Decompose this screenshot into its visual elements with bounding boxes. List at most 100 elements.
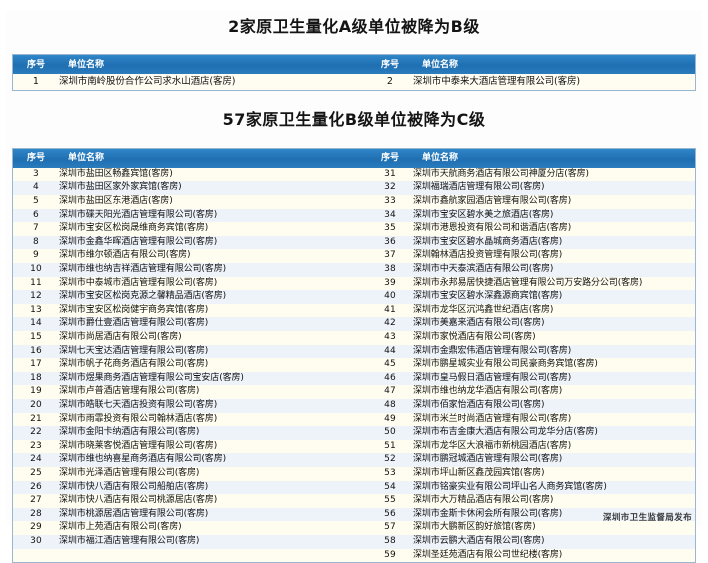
cell-seq-right: 41 — [367, 303, 413, 318]
cell-name-left: 深圳市维尔顿酒店有限公司(客房) — [59, 249, 367, 264]
table-row: 22 深圳市金阳卡纳酒店有限公司(客房) 50 深圳市布吉金康大酒店有限公司龙华分店(… — [13, 426, 695, 440]
cell-name-left: 深圳市快八酒店有限公司船舶店(客房) — [59, 480, 367, 495]
cell-seq-right: 59 — [367, 548, 413, 563]
table-row: 11 深圳市中泰城市酒店管理有限公司(客房) 39 深圳市永邦易居快捷酒店管理有限公司… — [13, 276, 695, 291]
cell-seq-right: 31 — [367, 167, 413, 182]
cell-seq-left: 13 — [13, 303, 59, 318]
cell-name-left: 深圳市宝安区松岗克源之馨精品酒店(客房) — [59, 290, 367, 304]
cell-name-right: 深圳福瑞酒店管理有限公司(客房) — [413, 181, 695, 196]
table-row: 8 深圳市金鑫华晖酒店管理有限公司(客房) 36 深圳市宝安区碧水晶城商务酒店(客房) — [13, 235, 695, 250]
cell-seq-left: 30 — [13, 534, 59, 549]
header-name-right: 单位名称 — [413, 148, 695, 168]
table-row: 9 深圳市维尔顿酒店有限公司(客房) 37 深圳翰林酒店投资管理有限公司(客房) — [13, 249, 695, 264]
cell-name-left: 深圳市皓联七天酒店投资有限公司(客房) — [59, 398, 367, 413]
cell-name-left: 深圳市福江酒店管理有限公司(客房) — [59, 534, 367, 549]
cell-name-right: 深圳市布吉金康大酒店有限公司龙华分店(客房) — [413, 426, 695, 440]
cell-seq-left: 19 — [13, 385, 59, 399]
publisher-footer: 深圳市卫生监督局发布 — [602, 512, 692, 523]
table-row: 16 深圳七天宝达酒店管理有限公司(客房) 44 深圳市金鼎宏伟酒店管理有限公司(客房… — [13, 344, 695, 359]
cell-name-right: 深圳市宝安区碧水美之旅酒店(客房) — [413, 208, 695, 223]
cell-seq-right: 35 — [367, 222, 413, 236]
cell-seq-left: 8 — [13, 235, 59, 250]
cell-name-left: 深圳市煜果商务酒店管理有限公司宝安店(客房) — [59, 371, 367, 386]
table-row: 24 深圳市维也纳喜星商务酒店有限公司(客房) 52 深圳市鹏冠城酒店管理有限公司(客… — [13, 453, 695, 467]
cell-name-right: 深圳市天航商务酒店有限公司神厦分店(客房) — [413, 167, 695, 182]
table-row: 17 深圳市帆子花商务酒店有限公司(客房) 45 深圳市鹏星城实业有限公司民豪商务宾馆… — [13, 358, 695, 372]
cell-seq-right: 46 — [367, 371, 413, 386]
header-name-left: 单位名称 — [59, 148, 367, 168]
cell-seq-left: 14 — [13, 317, 59, 331]
page-right-margin — [702, 10, 708, 526]
header-seq-left: 序号 — [13, 55, 59, 75]
header-seq-right: 序号 — [367, 148, 413, 168]
cell-name-right: 深圳市永邦易居快捷酒店管理有限公司万安路分公司(客房) — [413, 276, 695, 291]
table-header-row: 序号 单位名称 序号 单位名称 — [13, 148, 695, 168]
table-row: 13 深圳市宝安区松岗健宇商务宾馆(客房) 41 深圳市龙华区沉鸿鑫世纪酒店(客房) — [13, 303, 695, 318]
cell-name-right: 深圳市家悦酒店有限公司(客房) — [413, 331, 695, 345]
section-a-title: 2家原卫生量化A级单位被降为B级 — [228, 16, 480, 36]
cell-seq-left: 27 — [13, 494, 59, 508]
cell-seq-right: 45 — [367, 358, 413, 372]
cell-name-left: 深圳市盐田区畅鑫宾馆(客房) — [59, 167, 367, 182]
cell-seq-right: 47 — [367, 385, 413, 399]
cell-name-right: 深圳市米兰时尚酒店管理有限公司(客房) — [413, 412, 695, 427]
cell-seq-left: 7 — [13, 222, 59, 236]
cell-seq-left: 6 — [13, 208, 59, 223]
cell-seq-left: 26 — [13, 480, 59, 495]
cell-seq-left: 3 — [13, 167, 59, 182]
cell-seq-left — [13, 548, 59, 563]
cell-seq-right: 33 — [367, 195, 413, 209]
cell-name-right: 深圳市龙华区沉鸿鑫世纪酒店(客房) — [413, 303, 695, 318]
table-row: 12 深圳市宝安区松岗克源之馨精品酒店(客房) 40 深圳市宝安区碧水深鑫源商宾馆(客… — [13, 290, 695, 304]
cell-name-right: 深圳市港恩投资有限公司和谐酒店(客房) — [413, 222, 695, 236]
cell-seq-left: 12 — [13, 290, 59, 304]
cell-seq-right: 54 — [367, 480, 413, 495]
table-row: 1 深圳市南岭股份合作公司求水山酒店(客房) 2 深圳市中泰来大酒店管理有限公司(客房… — [13, 74, 695, 91]
cell-name-right: 深圳市大万精品酒店有限公司(客房) — [413, 494, 695, 508]
cell-seq-left: 23 — [13, 439, 59, 454]
header-name-right: 单位名称 — [413, 55, 695, 75]
cell-seq-left: 21 — [13, 412, 59, 427]
cell-name-left: 深圳市金鑫华晖酒店管理有限公司(客房) — [59, 235, 367, 250]
cell-name-left: 深圳市雨霏投资有限公司翰林酒店(客房) — [59, 412, 367, 427]
cell-name-right: 深圳圣廷苑酒店有限公司世纪楼(客房) — [413, 548, 695, 563]
table-row: 3 深圳市盐田区畅鑫宾馆(客房) 31 深圳市天航商务酒店有限公司神厦分店(客房) — [13, 167, 695, 182]
cell-seq-right: 42 — [367, 317, 413, 331]
cell-seq-right: 2 — [367, 74, 413, 91]
cell-name-right: 深圳市龙华区大浪福市新桃园酒店(客房) — [413, 439, 695, 454]
table-row: 21 深圳市雨霏投资有限公司翰林酒店(客房) 49 深圳市米兰时尚酒店管理有限公司(客… — [13, 412, 695, 427]
cell-name-left: 深圳市中泰城市酒店管理有限公司(客房) — [59, 276, 367, 291]
cell-name-left: 深圳市晓莱客悦酒店管理有限公司(客房) — [59, 439, 367, 454]
cell-seq-left: 25 — [13, 466, 59, 481]
cell-name-right: 深圳市中泰来大酒店管理有限公司(客房) — [413, 74, 695, 91]
cell-name-left: 深圳市快八酒店有限公司桃源居店(客房) — [59, 494, 367, 508]
cell-name-left: 深圳市光泽酒店管理有限公司(客房) — [59, 466, 367, 481]
cell-name-right: 深圳翰林酒店投资管理有限公司(客房) — [413, 249, 695, 264]
cell-seq-right: 32 — [367, 181, 413, 196]
cell-name-right: 深圳市佰家怡酒店有限公司(客房) — [413, 398, 695, 413]
cell-seq-left: 24 — [13, 453, 59, 467]
cell-name-left: 深圳市盐田区家外家宾馆(客房) — [59, 181, 367, 196]
cell-seq-left: 4 — [13, 181, 59, 196]
cell-name-right: 深圳市鹏星城实业有限公司民豪商务宾馆(客房) — [413, 358, 695, 372]
cell-seq-right: 34 — [367, 208, 413, 223]
cell-name-left: 深圳市南岭股份合作公司求水山酒店(客房) — [59, 74, 367, 91]
cell-name-right: 深圳市金鼎宏伟酒店管理有限公司(客房) — [413, 344, 695, 359]
page-left-margin — [0, 10, 6, 526]
table-row: 27 深圳市快八酒店有限公司桃源居店(客房) 55 深圳市大万精品酒店有限公司(客房) — [13, 494, 695, 508]
cell-name-right: 深圳市鹏冠城酒店管理有限公司(客房) — [413, 453, 695, 467]
table-row: 7 深圳市宝安区松岗晟维商务宾馆(客房) 35 深圳市港恩投资有限公司和谐酒店(客房) — [13, 222, 695, 236]
header-seq-left: 序号 — [13, 148, 59, 168]
section-b-table-head: 序号 单位名称 序号 单位名称 — [13, 148, 695, 168]
cell-name-right: 深圳市美嘉来酒店有限公司(客房) — [413, 317, 695, 331]
cell-name-left: 深圳市卢普酒店管理有限公司(客房) — [59, 385, 367, 399]
table-row: 59 深圳圣廷苑酒店有限公司世纪楼(客房) — [13, 548, 695, 563]
cell-seq-right: 58 — [367, 534, 413, 549]
table-row: 10 深圳市维也纳吉祥酒店管理有限公司(客房) 38 深圳市中天泰滨酒店有限公司(客房… — [13, 263, 695, 277]
table-row: 14 深圳市爵仕壹酒店管理有限公司(客房) 42 深圳市美嘉来酒店有限公司(客房) — [13, 317, 695, 331]
cell-seq-left: 15 — [13, 331, 59, 345]
cell-name-left: 深圳市帆子花商务酒店有限公司(客房) — [59, 358, 367, 372]
cell-seq-right: 38 — [367, 263, 413, 277]
cell-seq-left: 16 — [13, 344, 59, 359]
cell-seq-left: 9 — [13, 249, 59, 264]
